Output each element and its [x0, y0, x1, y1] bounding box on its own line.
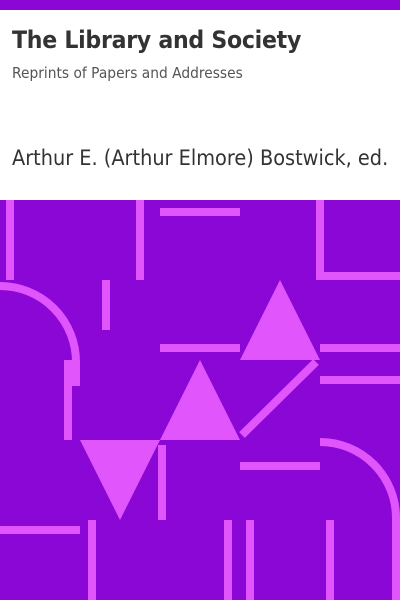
pattern-triangle	[240, 280, 320, 360]
book-subtitle: Reprints of Papers and Addresses	[12, 64, 243, 82]
pattern-arc	[0, 282, 80, 363]
cover-pattern	[0, 200, 400, 600]
pattern-arc	[319, 438, 400, 519]
pattern-triangle	[160, 360, 240, 440]
pattern-triangle	[80, 440, 160, 520]
pattern-line	[239, 359, 319, 438]
top-accent-bar	[0, 0, 400, 10]
book-title: The Library and Society	[12, 26, 302, 54]
book-author: Arthur E. (Arthur Elmore) Bostwick, ed.	[12, 146, 389, 170]
